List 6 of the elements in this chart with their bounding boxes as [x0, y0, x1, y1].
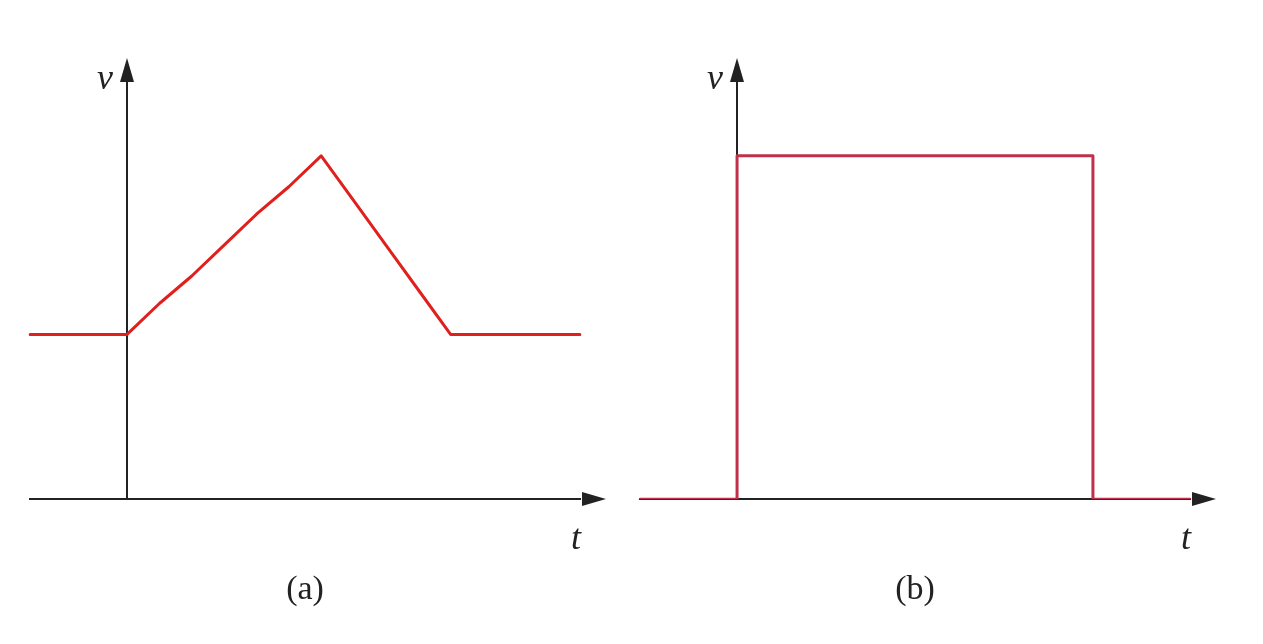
x-axis-title: t [1180, 516, 1192, 557]
x-axis-title: t [570, 516, 582, 557]
text: (a) [286, 568, 324, 607]
text: (b) [895, 568, 935, 607]
y-axis-title: v [97, 57, 114, 98]
y-axis-title: v [707, 57, 724, 98]
